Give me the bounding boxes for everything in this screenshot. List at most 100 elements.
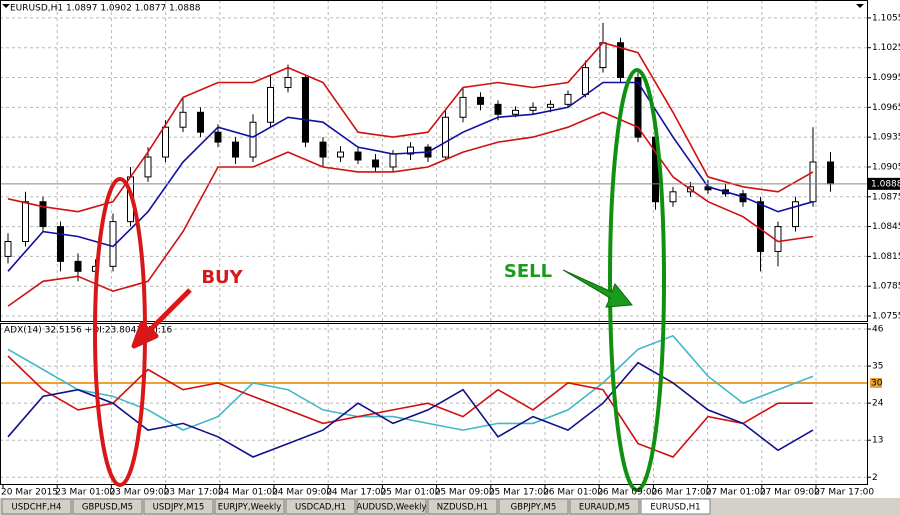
tab[interactable] <box>214 498 285 515</box>
x-tick-label: 26 Mar 17:00 <box>651 488 711 498</box>
candle-body <box>477 96 484 105</box>
candle-body <box>792 201 799 228</box>
current-price-box <box>868 177 900 190</box>
tab[interactable] <box>356 498 427 515</box>
candle-body <box>354 151 362 161</box>
axes: 1.1055 1.1025 1.0995 1.0965 1.0935 1.0905 1.08… <box>1 13 900 498</box>
y-tick-label: 1.0965 <box>872 103 900 113</box>
candle-body <box>529 106 537 111</box>
x-tick-label: 25 Mar 09:00 <box>435 488 495 498</box>
y-tick-label: 24 <box>872 399 884 409</box>
candle-body <box>39 201 47 228</box>
candle-body <box>197 111 204 133</box>
tab[interactable] <box>640 498 711 515</box>
candle-body <box>162 126 169 158</box>
candle-body <box>442 116 449 158</box>
candle-body <box>407 146 414 155</box>
x-tick-label: 25 Mar 01:00 <box>380 488 440 498</box>
y-tick-label: 13 <box>872 436 883 446</box>
series-line <box>7 41 814 213</box>
candle-body <box>617 42 624 79</box>
tab-label[interactable]: USDCAD,H1 <box>295 503 346 513</box>
chart-header: EURUSD,H1 1.0897 1.0902 1.0877 1.0888 <box>10 4 201 14</box>
candle-body <box>267 86 274 123</box>
indicator-header: ADX(14) 32.5156 +DI:23.8043 -DI:16 <box>4 326 172 336</box>
candle-body <box>22 201 29 243</box>
level-label: 30 <box>871 378 883 388</box>
buy-arrow <box>131 288 192 349</box>
tab-label[interactable]: GBPUSD,M5 <box>82 503 133 513</box>
candle-body <box>459 96 467 118</box>
candle-body <box>74 260 82 272</box>
y-tick-label: 2 <box>872 473 878 483</box>
candle-body <box>249 121 257 158</box>
shift-arrow <box>856 4 864 8</box>
y-tick-label: 1.0875 <box>872 192 900 202</box>
candle-body <box>669 191 677 203</box>
candle-body <box>337 151 344 158</box>
y-tick-label: 1.0845 <box>872 222 900 232</box>
x-tick-label: 25 Mar 17:00 <box>489 488 549 498</box>
y-tick-label: 1.0755 <box>872 312 900 322</box>
candle-body <box>757 201 764 252</box>
tab-label[interactable]: EURUSD,H1 <box>650 503 700 513</box>
y-tick-label: 1.0785 <box>872 282 900 292</box>
candle-body <box>319 141 327 158</box>
candle-body <box>809 161 817 203</box>
x-tick-label: 27 Mar 01:00 <box>706 488 766 498</box>
x-tick-label: 23 Mar 01:00 <box>55 488 115 498</box>
x-tick-label: 24 Mar 17:00 <box>326 488 386 498</box>
x-tick-label: 23 Mar 17:00 <box>164 488 224 498</box>
tab[interactable] <box>1 498 72 515</box>
y-tick-label: 1.0815 <box>872 252 900 262</box>
candle-body <box>232 141 239 158</box>
x-tick-label: 27 Mar 09:00 <box>760 488 820 498</box>
tab-label[interactable]: AUDUSD,Weekly <box>356 503 426 513</box>
y-tick-label: 1.0995 <box>872 73 900 83</box>
candle-body <box>827 161 834 185</box>
header-arrow <box>2 4 10 8</box>
candle-body <box>284 77 292 88</box>
candle-body <box>214 131 222 143</box>
tab[interactable] <box>285 498 356 515</box>
series-line <box>7 81 814 272</box>
sell-ellipse <box>608 68 666 492</box>
x-tick-label: 24 Mar 09:00 <box>272 488 332 498</box>
tab-label[interactable]: GBPJPY,M5 <box>511 503 557 513</box>
tab[interactable] <box>72 498 143 515</box>
candle-body <box>634 77 642 138</box>
x-tick-label: 27 Mar 17:00 <box>814 488 874 498</box>
series-line <box>7 361 814 458</box>
tab[interactable] <box>498 498 569 515</box>
candle-body <box>372 159 379 168</box>
candle-body <box>582 67 589 95</box>
y-tick-label: 46 <box>872 325 884 335</box>
tab-label[interactable]: USDCHF,H4 <box>12 503 62 513</box>
buy-label: BUY <box>201 267 243 288</box>
x-tick-label: 26 Mar 09:00 <box>597 488 657 498</box>
price-pane-border <box>0 0 868 322</box>
y-tick-label: 1.0935 <box>872 133 900 143</box>
x-tick-label: 24 Mar 01:00 <box>218 488 278 498</box>
x-tick-label: 23 Mar 09:00 <box>109 488 169 498</box>
candle-body <box>389 153 397 168</box>
candle-body <box>512 109 519 115</box>
x-tick-label: 26 Mar 01:00 <box>543 488 603 498</box>
x-tick-label: 20 Mar 2015 <box>1 488 58 498</box>
y-tick-label: 1.1025 <box>872 43 900 53</box>
tab[interactable] <box>143 498 214 515</box>
tab-label[interactable]: USDJPY,M15 <box>153 503 205 513</box>
tab-label[interactable]: EURAUD,M5 <box>579 503 630 513</box>
tab-label[interactable]: NZDUSD,H1 <box>437 503 488 513</box>
candle-body <box>494 103 502 115</box>
y-tick-label: 1.0905 <box>872 162 900 172</box>
tab[interactable] <box>427 498 498 515</box>
candle-body <box>547 103 554 108</box>
sell-arrow <box>562 269 633 308</box>
tabs: USDCHF,H4 GBPUSD,M5 USDJPY,M15 EURJPY,Weekl… <box>1 498 711 515</box>
tab[interactable] <box>569 498 640 515</box>
tab-label[interactable]: EURJPY,Weekly <box>218 503 282 513</box>
level-box <box>870 377 882 388</box>
